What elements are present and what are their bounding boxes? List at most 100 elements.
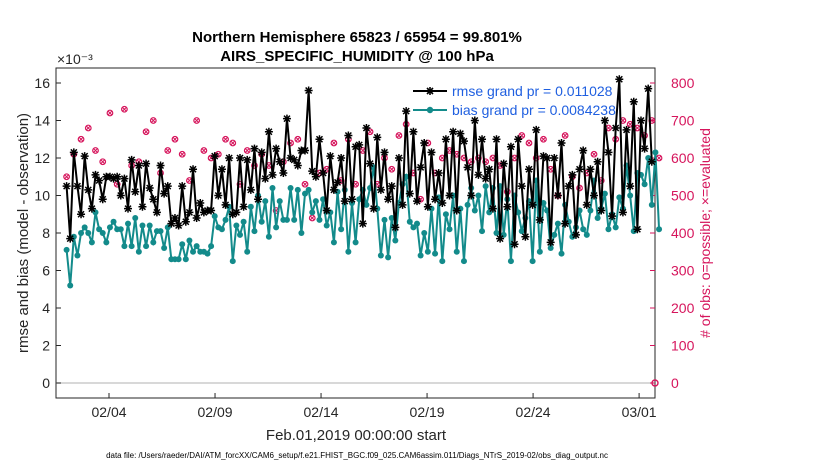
bias-point	[143, 243, 150, 250]
bias-point	[439, 258, 446, 265]
bias-point	[211, 213, 218, 220]
bias-point	[424, 248, 431, 255]
obs-possible-marker	[532, 154, 540, 162]
rmse-point	[514, 135, 523, 144]
rmse-point	[387, 182, 396, 191]
y-tick-label: 4	[42, 300, 50, 316]
bias-point	[128, 243, 135, 250]
rmse-point	[467, 191, 476, 200]
rmse-point	[481, 174, 490, 183]
rmse-point	[109, 174, 118, 183]
y-right-tick-label: 600	[671, 150, 695, 166]
bias-point	[605, 226, 612, 233]
bias-point	[135, 248, 142, 255]
bias-point	[601, 190, 608, 197]
rmse-point	[351, 142, 360, 151]
bias-point	[222, 216, 229, 223]
rmse-point	[181, 217, 190, 226]
bias-point	[161, 245, 168, 251]
rmse-point	[77, 210, 86, 219]
bias-point	[406, 218, 413, 225]
rmse-point	[142, 159, 151, 168]
rmse-point	[293, 161, 302, 170]
bias-point	[587, 207, 594, 214]
obs-possible-marker	[77, 135, 85, 143]
bias-point	[309, 209, 316, 216]
rmse-point	[528, 200, 537, 209]
rmse-point	[445, 191, 454, 200]
obs-possible-marker	[84, 124, 92, 132]
bias-point	[74, 252, 81, 259]
bias-point	[385, 254, 392, 261]
bias-point	[276, 198, 283, 205]
obs-evaluated-marker	[266, 163, 272, 168]
rmse-point	[546, 238, 555, 247]
rmse-point	[279, 169, 288, 177]
bias-point	[479, 228, 486, 235]
bias-point	[125, 220, 132, 227]
bias-point	[294, 186, 301, 193]
bias-point	[414, 220, 421, 227]
obs-possible-marker	[178, 150, 186, 158]
bias-point	[392, 237, 399, 244]
obs-evaluated-marker	[360, 148, 366, 153]
bias-point	[475, 192, 482, 199]
y-exponent-label: ×10⁻³	[57, 51, 93, 67]
obs-evaluated-marker	[353, 181, 358, 187]
rmse-point	[163, 182, 172, 191]
bias-point	[283, 216, 290, 223]
obs-possible-marker	[561, 132, 569, 139]
rmse-point	[221, 200, 230, 209]
rmse-point	[189, 165, 198, 174]
rmse-point	[329, 185, 338, 194]
rmse-point	[618, 208, 627, 217]
obs-evaluated-marker	[635, 125, 640, 131]
obs-evaluated-marker	[627, 121, 633, 127]
y-tick-label: 10	[34, 188, 50, 204]
rmse-point	[391, 223, 400, 232]
obs-evaluated-marker	[295, 136, 301, 142]
obs-evaluated-marker	[331, 140, 337, 146]
rmse-point	[622, 125, 631, 134]
obs-evaluated-marker	[591, 151, 597, 157]
bias-point	[547, 245, 554, 251]
rmse-point	[217, 165, 226, 174]
rmse-point	[84, 185, 93, 194]
bias-point	[493, 230, 500, 236]
y-tick-label: 8	[42, 225, 50, 241]
bias-point	[157, 228, 164, 235]
bias-point	[551, 231, 558, 238]
rmse-point	[535, 215, 544, 224]
rmse-point	[113, 172, 122, 181]
rmse-point	[131, 187, 140, 196]
obs-possible-marker	[149, 117, 157, 124]
bias-point	[99, 230, 106, 236]
x-tick-label: 02/24	[516, 404, 551, 420]
rmse-point	[561, 219, 570, 228]
bias-point	[305, 186, 312, 193]
bias-point	[63, 246, 70, 253]
rmse-point	[568, 170, 577, 179]
axis-ticks: 0 2 4 6 8 10 12 14 16 0 100 200 300 400 500 600 700 800 02…	[34, 75, 694, 420]
obs-evaluated-marker	[526, 140, 532, 146]
x-tick-label: 02/09	[198, 404, 233, 420]
bias-point	[96, 226, 103, 233]
bias-point	[236, 231, 243, 238]
bias-point	[269, 185, 276, 191]
rmse-point	[91, 170, 100, 179]
rmse-point	[373, 133, 382, 142]
bias-point	[616, 194, 623, 201]
bias-point	[88, 239, 95, 246]
obs-evaluated-marker	[389, 166, 395, 172]
obs-possible-marker	[482, 158, 490, 166]
rmse-point	[409, 127, 418, 136]
obs-possible-marker	[467, 158, 475, 166]
obs-possible-marker	[287, 139, 294, 147]
rmse-point	[413, 197, 422, 206]
rmse-point	[326, 152, 335, 161]
rmse-point	[604, 148, 613, 157]
rmse-point	[315, 135, 324, 144]
rmse-point	[192, 214, 201, 222]
rmse-point	[586, 165, 595, 174]
bias-point	[139, 222, 146, 229]
